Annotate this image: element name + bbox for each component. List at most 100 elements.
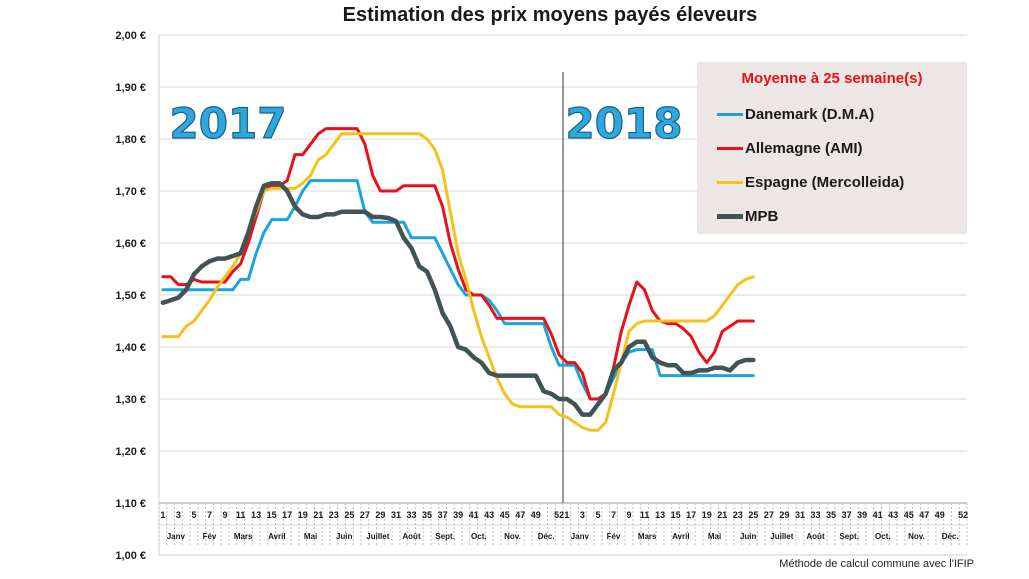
legend-label-allemagne: Allemagne (AMI) [745,139,863,157]
month-label-14: Mars [638,532,657,541]
year-label-2018: 2018 [566,99,683,148]
month-label-17: Juin [740,532,757,541]
week-label-2017-19: 39 [453,510,463,520]
y-tick-label-2: 1,20 € [115,446,146,458]
week-label-2017-18: 37 [438,510,448,520]
week-label-2017-2: 5 [191,510,196,520]
legend-swatch-mpb [717,213,743,219]
week-label-2017-23: 47 [515,510,525,520]
legend-label-espagne: Espagne (Mercolleida) [745,173,905,191]
legend-swatch-danemark [717,112,743,116]
legend: Moyenne à 25 semaine(s) Danemark (D.M.A)… [697,62,967,234]
week-label-2018-11: 23 [733,510,743,520]
legend-item-espagne: Espagne (Mercolleida) [717,172,904,192]
grid-lines [158,34,967,556]
month-label-18: Juillet [770,532,793,541]
month-label-11: Déc. [538,532,555,541]
legend-item-danemark: Danemark (D.M.A) [717,104,874,124]
week-label-2018-10: 21 [717,510,727,520]
week-label-2018-23: 47 [919,510,929,520]
footnote: Méthode de calcul commune avec l'IFIP [779,558,974,570]
week-label-2018-18: 37 [842,510,852,520]
week-label-2018-21: 43 [888,510,898,520]
y-axis: 1,00 € 1,10 € 1,20 € 1,30 € 1,40 € 1,50 € 1,60… [115,30,146,562]
week-label-2017-0: 1 [160,510,165,520]
week-label-2017-1: 3 [176,510,181,520]
week-label-2018-19: 39 [857,510,867,520]
month-label-15: Avril [672,532,690,541]
month-label-12: Janv [571,532,590,541]
week-label-2017-16: 33 [406,510,416,520]
series-line-mpb [160,180,756,417]
week-label-2018-16: 33 [810,510,820,520]
year-labels: 2017 2018 [169,98,683,148]
month-label-23: Déc. [942,532,959,541]
week-label-2017-10: 21 [313,510,323,520]
week-label-2018-20: 41 [873,510,883,520]
week-label-2018-13: 27 [764,510,774,520]
chart-title: Estimation des prix moyens payés éleveur… [342,4,758,26]
month-label-6: Juillet [366,532,389,541]
month-label-4: Mai [304,532,317,541]
week-label-2018-5: 11 [640,510,650,520]
week-label-2018-14: 29 [779,510,789,520]
week-label-2017-4: 9 [223,510,228,520]
y-tick-label-5: 1,50 € [115,290,146,302]
legend-item-allemagne: Allemagne (AMI) [717,138,863,158]
week-label-2018-22: 45 [904,510,914,520]
week-label-2018-8: 17 [686,510,696,520]
week-label-2017-20: 41 [469,510,479,520]
y-tick-label-3: 1,30 € [115,394,146,406]
week-label-2017-17: 35 [422,510,432,520]
week-label-2018-4: 9 [627,510,632,520]
week-label-2017-13: 27 [360,510,370,520]
month-label-8: Sept. [435,532,455,541]
y-tick-label-1: 1,10 € [115,498,146,510]
legend-swatch-espagne [717,180,743,184]
week-label-2017-11: 23 [329,510,339,520]
month-label-3: Avril [268,532,286,541]
week-label-2017-9: 19 [298,510,308,520]
week-label-2018-6: 13 [655,510,665,520]
month-label-16: Mai [708,532,721,541]
week-label-2018-0: 1 [564,510,569,520]
month-label-19: Août [806,532,825,541]
legend-label-mpb: MPB [745,207,779,225]
month-label-7: Août [402,532,421,541]
week-label-2017-6: 13 [251,510,261,520]
x-axis: 1 3 5 7 9 11 13 15 17 19 21 23 25 27 29 31 33 35 37 39 41 43 4… [158,502,968,545]
legend-item-mpb: MPB [717,206,778,226]
y-tick-label-9: 1,90 € [115,82,146,94]
week-label-2018-24: 49 [935,510,945,520]
year-label-2017: 2017 [170,99,287,148]
week-label-2017-14: 29 [375,510,385,520]
month-label-10: Nov. [504,532,521,541]
week-label-2018-2: 5 [595,510,600,520]
month-label-2: Mars [234,532,253,541]
week-label-2017-8: 17 [282,510,292,520]
week-label-2017-24: 49 [531,510,541,520]
month-label-9: Oct. [471,532,487,541]
legend-label-danemark: Danemark (D.M.A) [745,105,875,123]
y-tick-label-6: 1,60 € [115,238,146,250]
month-label-5: Juin [336,532,353,541]
week-label-2017-7: 15 [267,510,277,520]
y-tick-label-4: 1,40 € [115,342,146,354]
week-label-2018-3: 7 [611,510,616,520]
legend-title: Moyenne à 25 semaine(s) [741,70,923,87]
y-tick-label-7: 1,70 € [115,186,146,198]
legend-swatch-allemagne [717,146,743,150]
month-label-13: Fév [607,532,621,541]
month-label-0: Janv [167,532,186,541]
week-label-2018-12: 25 [748,510,758,520]
y-tick-label-0: 1,00 € [115,550,146,562]
week-label-2018-1: 3 [580,510,585,520]
month-label-22: Nov. [908,532,925,541]
week-label-2017-22: 45 [500,510,510,520]
month-label-20: Sept. [839,532,859,541]
week-label-2017-12: 25 [344,510,354,520]
week-label-2017-25: 52 [554,510,564,520]
week-label-2018-15: 31 [795,510,805,520]
month-label-1: Fév [203,532,217,541]
